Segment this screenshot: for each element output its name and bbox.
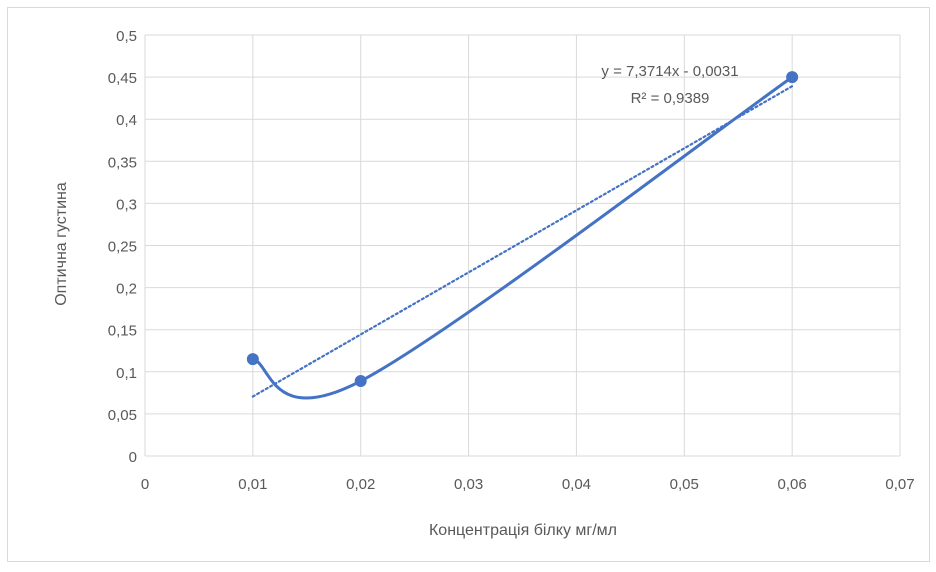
- y-tick-label: 0,35: [108, 154, 137, 171]
- y-tick-label: 0,4: [116, 112, 137, 129]
- y-tick-label: 0,2: [116, 281, 137, 298]
- data-point: [246, 353, 259, 366]
- x-tick-label: 0: [141, 476, 149, 493]
- x-axis-title: Концентрація білку мг/мл: [429, 522, 617, 539]
- x-tick-label: 0,07: [885, 476, 914, 493]
- x-tick-label: 0,01: [238, 476, 267, 493]
- y-tick-label: 0,3: [116, 196, 137, 213]
- trendline-r-squared: R² = 0,9389: [631, 90, 710, 107]
- trendline-equation: y = 7,3714x - 0,0031: [601, 63, 738, 80]
- x-tick-label: 0,05: [670, 476, 699, 493]
- y-tick-label: 0,05: [108, 407, 137, 424]
- y-tick-label: 0,15: [108, 323, 137, 340]
- y-axis-title: Оптична густина: [53, 182, 70, 306]
- gridlines: [144, 34, 901, 457]
- x-tick-label: 0,04: [562, 476, 591, 493]
- y-tick-label: 0,1: [116, 365, 137, 382]
- data-point: [786, 71, 799, 84]
- x-tick-label: 0,03: [454, 476, 483, 493]
- series-line: [251, 75, 794, 400]
- trendline-layer: [251, 85, 794, 398]
- annotation-layer: y = 7,3714x - 0,0031 R² = 0,9389 Концент…: [53, 63, 739, 539]
- x-tick-label: 0,02: [346, 476, 375, 493]
- tick-labels: 0 0,05 0,1 0,15 0,2 0,25 0,3 0,35 0,4 0,45 0,5 0 0,0…: [108, 28, 915, 493]
- y-tick-label: 0,5: [116, 28, 137, 45]
- series-layer: [246, 71, 799, 400]
- y-tick-label: 0: [129, 449, 137, 466]
- data-point: [354, 375, 367, 388]
- x-tick-label: 0,06: [778, 476, 807, 493]
- y-tick-label: 0,45: [108, 70, 137, 87]
- trendline: [251, 85, 794, 398]
- y-tick-label: 0,25: [108, 239, 137, 256]
